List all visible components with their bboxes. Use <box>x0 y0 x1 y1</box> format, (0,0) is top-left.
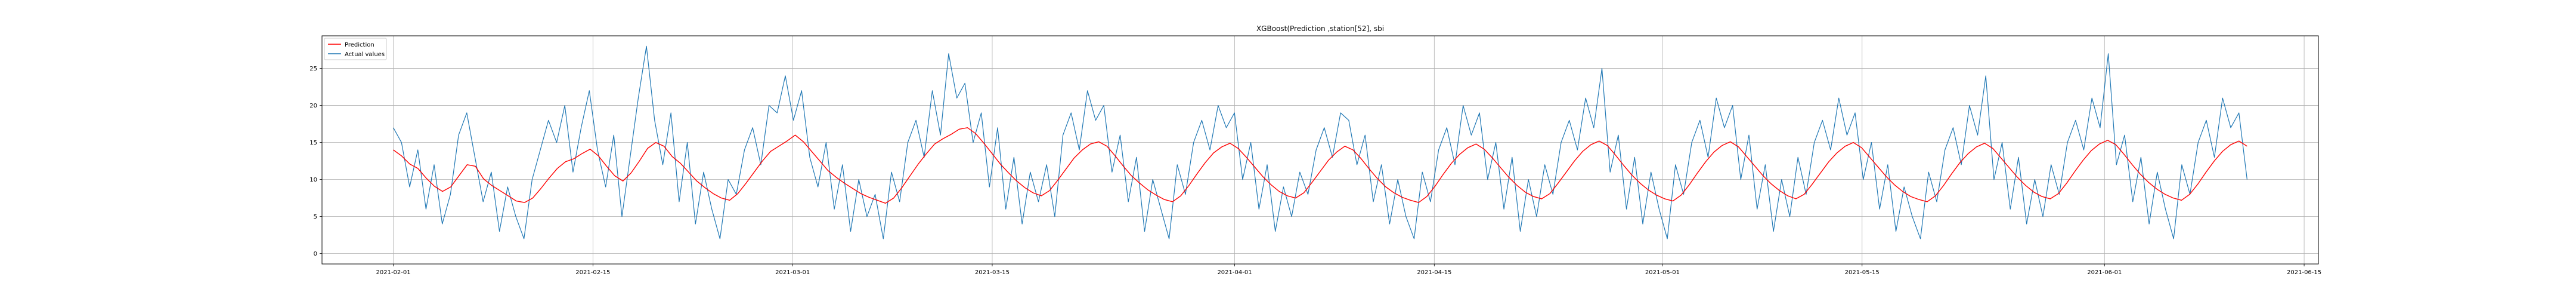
series-layer <box>393 45 2247 239</box>
x-axis: 2021-02-01 2021-02-15 2021-03-01 2021-03-15… <box>376 264 2321 276</box>
legend: Prediction Actual values <box>324 38 387 60</box>
y-tick-label: 5 <box>314 214 317 220</box>
y-tick-label: 10 <box>309 177 317 183</box>
y-gridlines <box>322 68 2318 254</box>
x-tick-label: 2021-02-15 <box>575 269 610 276</box>
series-actual-values-line <box>393 45 2247 239</box>
x-tick-label: 2021-06-15 <box>2287 269 2321 276</box>
x-tick-label: 2021-04-01 <box>1217 269 1252 276</box>
x-tick-label: 2021-03-01 <box>775 269 810 276</box>
x-tick-label: 2021-05-01 <box>1645 269 1680 276</box>
y-tick-label: 20 <box>309 103 317 109</box>
plot-frame <box>321 35 2319 265</box>
legend-label-prediction: Prediction <box>345 42 374 48</box>
x-tick-label: 2021-02-01 <box>376 269 411 276</box>
x-tick-label: 2021-06-01 <box>2087 269 2122 276</box>
series-prediction-line <box>393 127 2247 204</box>
y-axis: 0 5 10 15 20 25 <box>309 66 322 257</box>
y-tick-label: 25 <box>309 66 317 72</box>
y-tick-label: 15 <box>309 140 317 146</box>
legend-box <box>324 38 387 60</box>
x-gridlines <box>393 36 2305 264</box>
y-tick-label: 0 <box>314 251 317 257</box>
chart-title: XGBoost(Prediction ,station[52], sbi <box>1256 24 1384 33</box>
x-tick-label: 2021-04-15 <box>1417 269 1451 276</box>
plot-area <box>322 36 2318 264</box>
x-tick-label: 2021-05-15 <box>1845 269 1880 276</box>
legend-label-actual-values: Actual values <box>345 51 385 58</box>
x-tick-label: 2021-03-15 <box>975 269 1010 276</box>
